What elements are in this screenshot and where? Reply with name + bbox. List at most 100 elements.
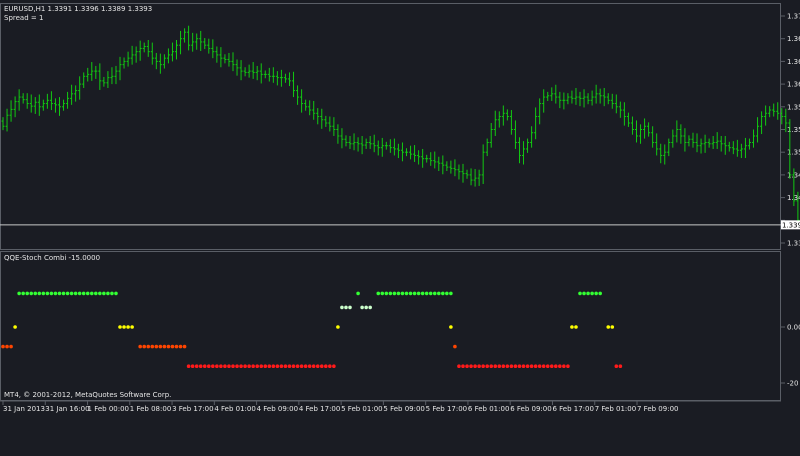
indicator-dot [517, 364, 522, 369]
current-price-label-bg [781, 220, 800, 230]
indicator-dot [404, 291, 409, 296]
price-bar [158, 53, 162, 74]
price-bar [90, 62, 94, 81]
price-bar [251, 62, 255, 79]
price-bar [150, 42, 154, 65]
price-bar [130, 45, 134, 65]
price-bar [421, 148, 425, 168]
indicator-dot [307, 364, 312, 369]
price-bar [380, 137, 384, 157]
price-bar [437, 156, 441, 172]
indicator-dot [493, 364, 498, 369]
indicator-dot [610, 325, 615, 329]
indicator-dot [41, 291, 46, 296]
price-bar [517, 137, 521, 164]
indicator-dot [275, 364, 280, 369]
price-bar [590, 90, 594, 106]
indicator-dot [481, 364, 485, 369]
symbol-info: EURUSD,H1 1.3391 1.3396 1.3389 1.3393 [4, 5, 152, 13]
indicator-dot [61, 291, 66, 296]
indicator-dot [485, 364, 490, 369]
price-bar [679, 124, 683, 144]
price-bar [106, 71, 110, 88]
price-bar [626, 112, 630, 127]
indicator-dot [49, 291, 54, 296]
price-bar [643, 118, 647, 139]
indicator-dot [255, 364, 260, 369]
price-bar [582, 89, 586, 108]
indicator-dot [545, 364, 550, 369]
indicator-dot [457, 364, 461, 369]
indicator-dot [586, 291, 590, 296]
indicator-dot [303, 364, 308, 369]
price-bar [239, 60, 243, 81]
price-bar [195, 33, 199, 50]
indicator-dot [178, 344, 183, 349]
price-bar [618, 101, 622, 118]
price-bar [219, 47, 223, 68]
price-bar [707, 138, 711, 148]
price-bar [610, 93, 614, 109]
indicator-dot [400, 291, 405, 296]
price-tick-label: 1.3365 [787, 240, 800, 248]
indicator-dot [533, 364, 538, 369]
indicator-dot [198, 364, 203, 369]
price-tick-label: 1.3680 [787, 35, 800, 43]
price-bar [255, 65, 259, 81]
price-bar [776, 102, 780, 120]
price-bar [203, 38, 207, 50]
indicator-dot [21, 291, 25, 296]
price-bar [70, 84, 74, 105]
indicator-dot [154, 344, 159, 349]
indicator-tick-label: -20 [787, 380, 798, 388]
indicator-dot [445, 291, 449, 296]
price-tick-label: 1.3715 [787, 13, 800, 21]
time-tick-label: 5 Feb 17:00 [426, 405, 467, 413]
time-tick-label: 6 Feb 17:00 [552, 405, 593, 413]
indicator-dot [598, 291, 602, 296]
indicator-dot [566, 364, 570, 369]
price-bar [606, 93, 610, 105]
indicator-dot [77, 291, 82, 296]
indicator-dot [114, 291, 118, 296]
indicator-dot [396, 291, 401, 296]
indicator-dot [211, 364, 215, 369]
indicator-dot [340, 305, 344, 310]
indicator-dot [324, 364, 328, 369]
price-bar [675, 120, 679, 143]
time-tick-label: 6 Feb 09:00 [510, 405, 551, 413]
indicator-dot [376, 291, 381, 296]
indicator-dot [194, 364, 199, 369]
indicator-dot [384, 291, 389, 296]
indicator-dot [449, 291, 453, 296]
indicator-dot [251, 364, 255, 369]
indicator-dot [287, 364, 292, 369]
indicator-dot [469, 364, 473, 369]
indicator-dot [174, 344, 179, 349]
indicator-dot [243, 364, 247, 369]
indicator-dot [45, 291, 50, 296]
indicator-dot [170, 344, 175, 349]
indicator-dot [614, 364, 619, 369]
price-bar [296, 85, 300, 105]
indicator-dot [25, 291, 30, 296]
price-bar [513, 120, 517, 149]
indicator-dot [102, 291, 106, 296]
indicator-dot [505, 364, 510, 369]
price-bar [687, 135, 691, 147]
indicator-dot [235, 364, 239, 369]
price-bar [574, 87, 578, 105]
indicator-dot [537, 364, 542, 369]
price-axis: 1.3715 1.3680 1.3645 1.3610 1.3575 1.3540 1.35… [781, 13, 800, 248]
price-bar [66, 91, 70, 109]
price-bar [558, 91, 562, 109]
indicator-dot [501, 364, 506, 369]
indicator-dot [299, 364, 304, 369]
indicator-dot [356, 291, 360, 296]
indicator-dot [497, 364, 502, 369]
price-bar [546, 91, 550, 101]
indicator-dot [247, 364, 251, 369]
price-bar [663, 144, 667, 165]
